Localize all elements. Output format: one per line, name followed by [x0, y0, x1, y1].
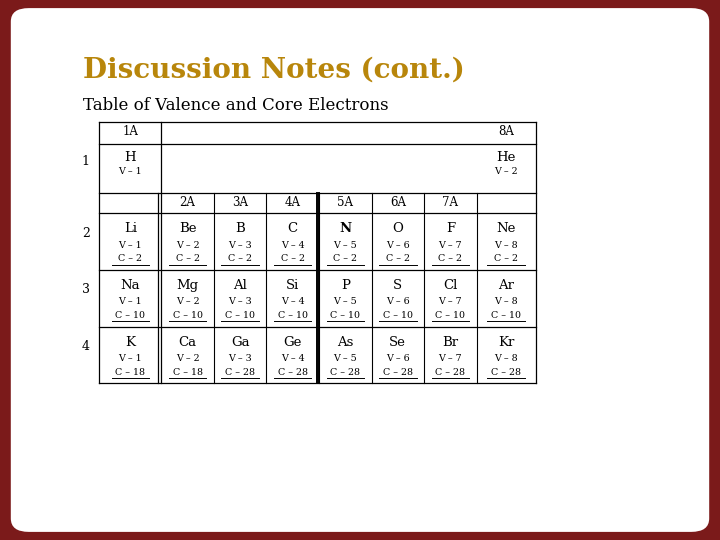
Text: C – 2: C – 2 [118, 254, 143, 263]
Text: Br: Br [442, 335, 459, 348]
Text: C – 2: C – 2 [438, 254, 462, 263]
Text: K: K [125, 335, 135, 348]
Text: V – 7: V – 7 [438, 297, 462, 306]
Text: He: He [497, 151, 516, 164]
Text: C – 10: C – 10 [173, 311, 202, 320]
Text: S: S [393, 279, 402, 292]
Text: C – 28: C – 28 [436, 368, 465, 376]
Text: C – 28: C – 28 [491, 368, 521, 376]
Text: F: F [446, 222, 455, 235]
Text: C: C [287, 222, 298, 235]
Text: C – 18: C – 18 [173, 368, 202, 376]
Text: V – 2: V – 2 [176, 297, 199, 306]
Text: V – 1: V – 1 [119, 167, 142, 176]
Text: 6A: 6A [390, 195, 406, 208]
Text: 2A: 2A [179, 195, 196, 208]
Text: V – 1: V – 1 [119, 240, 142, 249]
Text: V – 2: V – 2 [176, 240, 199, 249]
Text: V – 6: V – 6 [386, 240, 410, 249]
Text: C – 2: C – 2 [494, 254, 518, 263]
Text: C – 18: C – 18 [115, 368, 145, 376]
Text: ⏮: ⏮ [621, 507, 629, 522]
Text: 3: 3 [81, 284, 90, 296]
Text: C – 2: C – 2 [228, 254, 252, 263]
Text: C – 2: C – 2 [386, 254, 410, 263]
Text: O: O [392, 222, 403, 235]
Text: V – 2: V – 2 [176, 354, 199, 363]
Text: ►: ► [677, 507, 688, 522]
Text: Mg: Mg [176, 279, 199, 292]
Text: V – 5: V – 5 [333, 240, 357, 249]
Text: C – 10: C – 10 [383, 311, 413, 320]
Text: C – 28: C – 28 [225, 368, 255, 376]
Text: N: N [339, 222, 351, 235]
Text: Ge: Ge [284, 335, 302, 348]
Text: C – 10: C – 10 [278, 311, 307, 320]
Text: Li: Li [124, 222, 137, 235]
Text: ◄: ◄ [648, 507, 660, 522]
Text: C – 10: C – 10 [436, 311, 465, 320]
Text: V – 1: V – 1 [119, 297, 142, 306]
Text: V – 3: V – 3 [228, 297, 252, 306]
Text: C – 10: C – 10 [491, 311, 521, 320]
Text: 2: 2 [82, 227, 89, 240]
Text: V – 4: V – 4 [281, 354, 305, 363]
Text: C – 28: C – 28 [278, 368, 307, 376]
Text: C – 2: C – 2 [333, 254, 357, 263]
Text: 4: 4 [81, 340, 90, 353]
Text: Cl: Cl [444, 279, 457, 292]
Text: V – 1: V – 1 [119, 354, 142, 363]
Text: 5A: 5A [337, 195, 354, 208]
Text: 1A: 1A [122, 125, 138, 138]
Text: C – 2: C – 2 [176, 254, 199, 263]
Text: P: P [341, 279, 350, 292]
Text: V – 8: V – 8 [495, 297, 518, 306]
Text: V – 8: V – 8 [495, 240, 518, 249]
Text: C – 10: C – 10 [225, 311, 255, 320]
Text: Na: Na [120, 279, 140, 292]
Text: 1: 1 [81, 154, 90, 168]
Text: V – 3: V – 3 [228, 354, 252, 363]
Text: As: As [337, 335, 354, 348]
Text: Ne: Ne [497, 222, 516, 235]
Text: V – 4: V – 4 [281, 240, 305, 249]
Text: C – 10: C – 10 [330, 311, 360, 320]
Text: 7A: 7A [442, 195, 459, 208]
Text: V – 3: V – 3 [228, 240, 252, 249]
Text: V – 8: V – 8 [495, 354, 518, 363]
Text: C – 2: C – 2 [281, 254, 305, 263]
Text: Al: Al [233, 279, 247, 292]
Text: Ga: Ga [231, 335, 249, 348]
Text: V – 5: V – 5 [333, 297, 357, 306]
Text: Be: Be [179, 222, 197, 235]
Text: V – 6: V – 6 [386, 297, 410, 306]
Text: V – 2: V – 2 [495, 167, 518, 176]
Text: C – 28: C – 28 [330, 368, 360, 376]
Text: Se: Se [390, 335, 406, 348]
Text: V – 7: V – 7 [438, 240, 462, 249]
Text: V – 4: V – 4 [281, 297, 305, 306]
Text: C – 10: C – 10 [115, 311, 145, 320]
Text: C – 28: C – 28 [383, 368, 413, 376]
Text: Kr: Kr [498, 335, 514, 348]
Text: Ca: Ca [179, 335, 197, 348]
Text: Ar: Ar [498, 279, 514, 292]
Text: Table of Valence and Core Electrons: Table of Valence and Core Electrons [83, 97, 388, 114]
Text: H: H [125, 151, 136, 164]
Text: Discussion Notes (cont.): Discussion Notes (cont.) [83, 57, 464, 84]
Text: V – 7: V – 7 [438, 354, 462, 363]
Text: Si: Si [286, 279, 300, 292]
Text: B: B [235, 222, 245, 235]
Text: V – 6: V – 6 [386, 354, 410, 363]
Text: 4A: 4A [284, 195, 301, 208]
Text: V – 5: V – 5 [333, 354, 357, 363]
Text: 8A: 8A [498, 125, 514, 138]
Text: 3A: 3A [232, 195, 248, 208]
